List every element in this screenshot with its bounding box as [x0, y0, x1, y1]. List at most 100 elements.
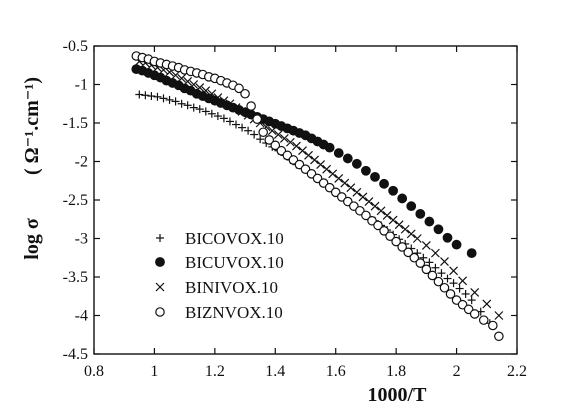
data-point-1 — [451, 239, 462, 250]
data-point-2 — [219, 96, 229, 106]
data-point-1 — [442, 232, 453, 243]
legend-label-3: BIZNVOX.10 — [185, 303, 283, 322]
x-tick-label: 2.2 — [507, 363, 527, 380]
data-point-3 — [246, 101, 256, 111]
data-point-1 — [424, 216, 435, 227]
data-point-2 — [388, 215, 398, 225]
data-point-3 — [409, 252, 420, 263]
data-point-2 — [482, 299, 492, 309]
data-point-2 — [382, 210, 392, 220]
data-point-3 — [439, 282, 450, 293]
data-point-0 — [177, 99, 186, 108]
data-point-1 — [397, 193, 408, 204]
data-point-3 — [258, 127, 268, 138]
y-tick-label: -4.5 — [63, 346, 88, 363]
data-point-2 — [370, 201, 380, 211]
data-point-3 — [385, 231, 395, 241]
data-point-0 — [467, 296, 476, 305]
data-point-0 — [461, 289, 470, 298]
data-point-0 — [449, 279, 458, 288]
data-point-0 — [256, 135, 265, 144]
data-point-0 — [425, 258, 434, 267]
legend-marker-1 — [155, 257, 165, 267]
data-point-0 — [135, 90, 144, 99]
data-point-2 — [358, 192, 368, 202]
data-point-2 — [458, 276, 468, 286]
x-tick-label: 1.2 — [205, 363, 225, 380]
data-point-3 — [240, 88, 250, 99]
data-point-1 — [433, 224, 444, 235]
y-tick-label: -0.5 — [63, 38, 88, 55]
data-point-2 — [292, 141, 301, 151]
data-point-1 — [388, 185, 399, 196]
data-point-0 — [159, 94, 168, 103]
data-point-0 — [207, 109, 216, 118]
data-point-2 — [201, 86, 211, 96]
data-point-3 — [494, 331, 504, 342]
legend: BICOVOX.10 BICUVOX.10 BINIVOX.10 BIZNVOX.10 — [155, 229, 284, 322]
data-point-2 — [406, 229, 416, 239]
data-point-3 — [379, 226, 389, 236]
data-point-0 — [455, 284, 464, 293]
axis-tick-labels: 0.8 1 1.2 1.4 1.6 1.8 2 2.2 -0.5 -1 -1.5 -2 -2.5 -3 -3… — [63, 38, 527, 380]
data-point-2 — [237, 107, 247, 116]
data-point-2 — [267, 126, 277, 136]
data-point-3 — [469, 309, 480, 319]
legend-label-1: BICUVOX.10 — [185, 253, 284, 272]
data-point-2 — [470, 287, 480, 297]
data-point-0 — [219, 114, 228, 123]
data-point-0 — [238, 123, 247, 132]
data-point-2 — [189, 80, 199, 89]
legend-marker-0 — [156, 234, 164, 242]
data-point-0 — [195, 105, 204, 114]
y-tick-label: -4 — [75, 308, 88, 325]
y-tick-label: -1.5 — [63, 115, 88, 132]
x-tick-label: 1.4 — [265, 363, 285, 380]
y-axis-title-group: log σ ( Ω⁻¹.cm⁻¹) — [21, 77, 43, 260]
data-point-2 — [430, 248, 440, 258]
data-point-2 — [494, 311, 504, 320]
data-point-2 — [273, 130, 283, 139]
x-axis-title: 1000/T — [368, 384, 428, 406]
data-point-0 — [431, 263, 440, 272]
data-point-2 — [207, 89, 217, 99]
series-1 — [131, 64, 477, 259]
y-tick-label: -3 — [75, 231, 88, 248]
data-point-3 — [445, 289, 456, 299]
data-point-2 — [310, 155, 319, 165]
data-point-3 — [252, 114, 262, 124]
y-tick-label: -2 — [75, 154, 88, 171]
series-3 — [131, 51, 504, 342]
data-point-1 — [324, 142, 335, 153]
data-point-2 — [322, 164, 332, 174]
data-point-0 — [437, 269, 446, 278]
data-point-0 — [201, 107, 210, 116]
data-point-2 — [440, 257, 449, 267]
data-point-2 — [279, 133, 289, 143]
axis-ticks — [93, 45, 518, 355]
x-tick-label: 1.8 — [386, 363, 406, 380]
data-point-2 — [195, 83, 205, 93]
data-point-3 — [234, 83, 244, 94]
x-tick-label: 0.8 — [84, 363, 104, 380]
data-point-2 — [225, 99, 235, 109]
data-point-0 — [189, 103, 198, 112]
data-point-0 — [141, 91, 150, 100]
y-tick-label: -3.5 — [63, 269, 88, 286]
legend-label-2: BINIVOX.10 — [185, 278, 278, 297]
data-point-3 — [270, 140, 281, 151]
data-point-3 — [391, 236, 401, 247]
data-point-2 — [412, 234, 422, 243]
data-point-2 — [346, 183, 356, 193]
legend-marker-2 — [155, 282, 165, 292]
y-tick-label: -1 — [75, 77, 88, 94]
data-point-2 — [298, 146, 307, 156]
y-tick-label: -2.5 — [63, 192, 88, 209]
data-point-2 — [449, 266, 458, 276]
legend-marker-3 — [155, 307, 165, 317]
data-point-2 — [421, 241, 431, 250]
data-point-3 — [478, 315, 489, 325]
data-point-2 — [177, 73, 187, 83]
legend-label-0: BICOVOX.10 — [185, 229, 284, 248]
